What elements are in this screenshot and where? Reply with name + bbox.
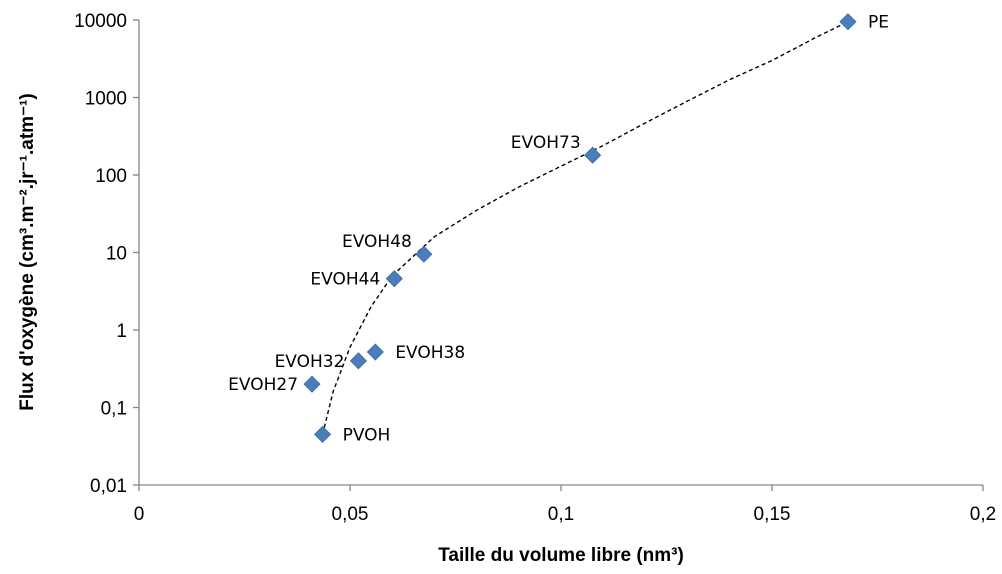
y-tick-label: 1 [116,321,127,342]
point-label-group: PVOH EVOH27 EVOH32 EVOH38 EVOH44 EVOH48 EVOH73… [228,13,889,446]
axes [138,20,983,486]
y-tick-group: 0,01 0,1 1 10 100 1000 10000 [74,11,139,497]
data-point-evoh73 [584,146,602,164]
point-label-evoh27: EVOH27 [228,375,298,395]
y-tick-label: 0,1 [101,399,127,420]
x-tick-label: 0,05 [332,504,369,525]
point-label-evoh32: EVOH32 [275,352,345,372]
point-label-pe: PE [868,13,889,33]
data-point-pvoh [314,425,332,443]
y-tick-label: 0,01 [90,476,127,497]
data-point-evoh44 [385,270,403,288]
data-point-evoh38 [366,343,384,361]
point-label-evoh73: EVOH73 [511,133,581,153]
trendline [321,21,849,435]
y-axis-title: Flux d'oxygène (cm³.m⁻².jr⁻¹.atm⁻¹) [17,93,38,411]
point-label-evoh38: EVOH38 [395,343,465,363]
y-tick-label: 10 [106,244,127,265]
data-point-evoh27 [303,375,321,393]
x-axis-title: Taille du volume libre (nm³) [438,545,684,566]
x-tick-label: 0 [134,504,145,525]
data-point-pe [839,13,857,31]
y-tick-label: 10000 [74,11,127,32]
x-tick-label: 0,1 [548,504,574,525]
point-label-evoh44: EVOH44 [310,270,380,290]
y-tick-label: 100 [95,166,127,187]
y-tick-label: 1000 [85,89,127,110]
x-tick-group: 0 0,05 0,1 0,15 0,2 [134,485,996,525]
point-label-evoh48: EVOH48 [342,232,412,252]
point-label-pvoh: PVOH [343,425,391,445]
data-point-evoh32 [349,352,368,370]
x-tick-label: 0,15 [754,504,791,525]
point-group [303,13,857,443]
x-tick-label: 0,2 [970,504,996,525]
data-point-evoh48 [415,245,433,263]
